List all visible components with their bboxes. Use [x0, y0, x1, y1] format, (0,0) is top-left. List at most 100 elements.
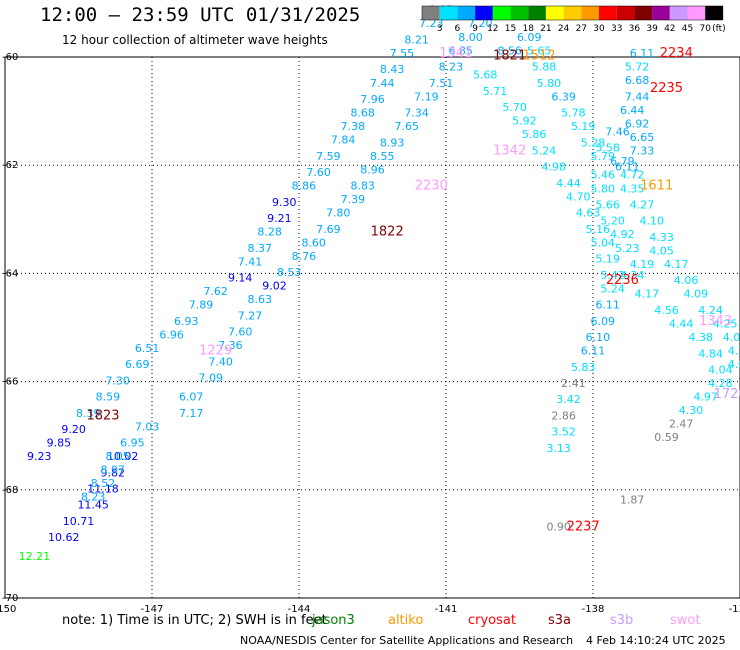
wave-height-value: 7.41 [238, 255, 263, 268]
wave-height-value: 9.14 [228, 272, 253, 285]
legend-swatch [616, 6, 635, 20]
wave-height-value: 7.33 [630, 144, 655, 157]
wave-height-value: 8.93 [380, 136, 405, 149]
wave-height-value: 5.93 [439, 0, 464, 3]
wave-height-value: 4.30 [679, 404, 704, 417]
wave-height-value: 6.39 [551, 90, 576, 103]
wave-height-value: 8.23 [439, 61, 464, 74]
wave-height-value: 1.87 [620, 493, 645, 506]
wave-height-value: 6.11 [581, 345, 606, 358]
pass-id-label: 2234 [660, 46, 693, 61]
legend-swatch [510, 6, 529, 20]
y-tick-label: -66 [2, 377, 18, 388]
wave-height-value: 7.44 [625, 90, 650, 103]
plot-frame [4, 56, 740, 599]
grid-lines [5, 57, 740, 598]
wave-height-points: 12.2110.6210.7111.4511.189.8210.029.239.… [19, 0, 740, 563]
legend-bin-label: 27 [576, 24, 587, 34]
x-tick-label: -150 [0, 604, 16, 615]
wave-height-value: 5.72 [625, 61, 650, 74]
wave-height-value: 4.27 [630, 198, 655, 211]
chart-subtitle: 12 hour collection of altimeter wave hei… [62, 33, 328, 47]
credit-line: NOAA/NESDIS Center for Satellite Applica… [240, 634, 574, 647]
wave-height-value: 7.27 [238, 309, 263, 322]
wave-height-value: 4.09 [684, 288, 709, 301]
wave-height-value: 8.43 [380, 63, 405, 76]
wave-height-value: 5.20 [600, 215, 625, 228]
axis-tick-labels: -150 -147 -144 -141 -138 -135 -60 -62 -64 -66 -68 -… [0, 52, 740, 615]
wave-height-value: 5.79 [591, 150, 616, 163]
wave-height-value: 4.76 [728, 345, 740, 358]
x-tick-label: -141 [435, 604, 458, 615]
y-tick-label: -70 [2, 593, 18, 604]
wave-height-value: 5.46 [591, 169, 616, 182]
wave-height-value: 5.66 [595, 198, 620, 211]
pass-id-label: 1823 [86, 408, 119, 423]
wave-height-value: 4.17 [635, 288, 660, 301]
wave-height-value: 7.62 [203, 285, 228, 298]
wave-height-value: 6.10 [586, 331, 611, 344]
legend-swatch [581, 6, 599, 20]
wave-height-value: 5.19 [571, 120, 596, 133]
x-tick-label: -147 [141, 604, 164, 615]
wave-height-value: 8.05 [105, 450, 130, 463]
wave-height-value: 8.60 [301, 236, 326, 249]
wave-height-value: 10.71 [63, 515, 95, 528]
wave-height-value: 6.11 [595, 299, 620, 312]
satellite-legend-item: s3a [548, 613, 572, 628]
wave-height-value: 4.19 [630, 258, 655, 271]
wave-height-value: 6.11 [630, 47, 655, 60]
wave-height-value: 4.34 [620, 269, 645, 282]
x-tick-label: -138 [582, 604, 605, 615]
wave-height-value: 9.02 [262, 280, 287, 293]
legend-swatch [457, 6, 476, 20]
wave-height-value: 4.05 [649, 244, 674, 257]
legend-swatch [705, 6, 723, 20]
chart-title: 12:00 – 23:59 UTC 01/31/2025 [40, 4, 361, 26]
wave-height-value: 8.28 [257, 226, 282, 239]
y-tick-label: -60 [2, 52, 18, 63]
wave-height-value: 8.39 [76, 407, 101, 420]
wave-height-value: 3.52 [551, 426, 576, 439]
wave-height-value: 8.23 [81, 491, 106, 504]
wave-height-value: 7.69 [316, 223, 341, 236]
wave-height-value: 8.00 [458, 31, 483, 44]
legend-swatch [599, 6, 617, 20]
wave-height-value: 4.06 [674, 274, 699, 287]
satellite-legend-item: swot [670, 613, 701, 628]
wave-height-value: 10.02 [107, 450, 139, 463]
legend-bin-label: 9 [472, 24, 478, 34]
wave-height-value: 8.83 [350, 180, 375, 193]
wave-height-value: 7.51 [429, 77, 454, 90]
wave-height-value: 4.33 [649, 231, 674, 244]
wave-height-value: 11.45 [77, 499, 109, 512]
units-note: note: 1) Time is in UTC; 2) SWH is in fe… [62, 613, 327, 628]
wave-height-value: 2.47 [669, 418, 694, 431]
wave-height-value: 7.59 [316, 150, 341, 163]
legend-swatch [492, 6, 511, 20]
y-tick-label: -62 [2, 160, 18, 171]
wave-height-value: 5.83 [571, 361, 596, 374]
wave-height-value: 4.00 [723, 331, 740, 344]
wave-height-value: 7.60 [306, 166, 331, 179]
pass-id-label: 1512 [523, 49, 556, 64]
wave-height-value: 10.62 [48, 531, 80, 544]
wave-height-value: 9.85 [47, 437, 72, 450]
wave-height-value: 4.63 [576, 207, 601, 220]
wave-height-value: 4.35 [620, 182, 645, 195]
wave-height-value: 4.44 [669, 318, 694, 331]
wave-height-value: 3.42 [556, 393, 581, 406]
wave-height-value: 7.17 [179, 407, 204, 420]
wave-height-value: 7.65 [395, 120, 420, 133]
wave-height-value: 5.04 [591, 236, 616, 249]
wave-height-value: 9.20 [61, 423, 86, 436]
wave-height-value: 7.09 [199, 372, 224, 385]
wave-height-value: 4.44 [556, 177, 581, 190]
wave-height-value: 8.97 [101, 464, 126, 477]
legend-bin-label: 12 [487, 24, 498, 34]
wave-height-value: 4.05 [728, 358, 740, 371]
wave-height-value: 7.46 [605, 125, 630, 138]
wave-height-value: 5.58 [595, 142, 620, 155]
wave-height-value: 4.38 [689, 331, 714, 344]
legend-bin-label: 42 [664, 24, 675, 34]
